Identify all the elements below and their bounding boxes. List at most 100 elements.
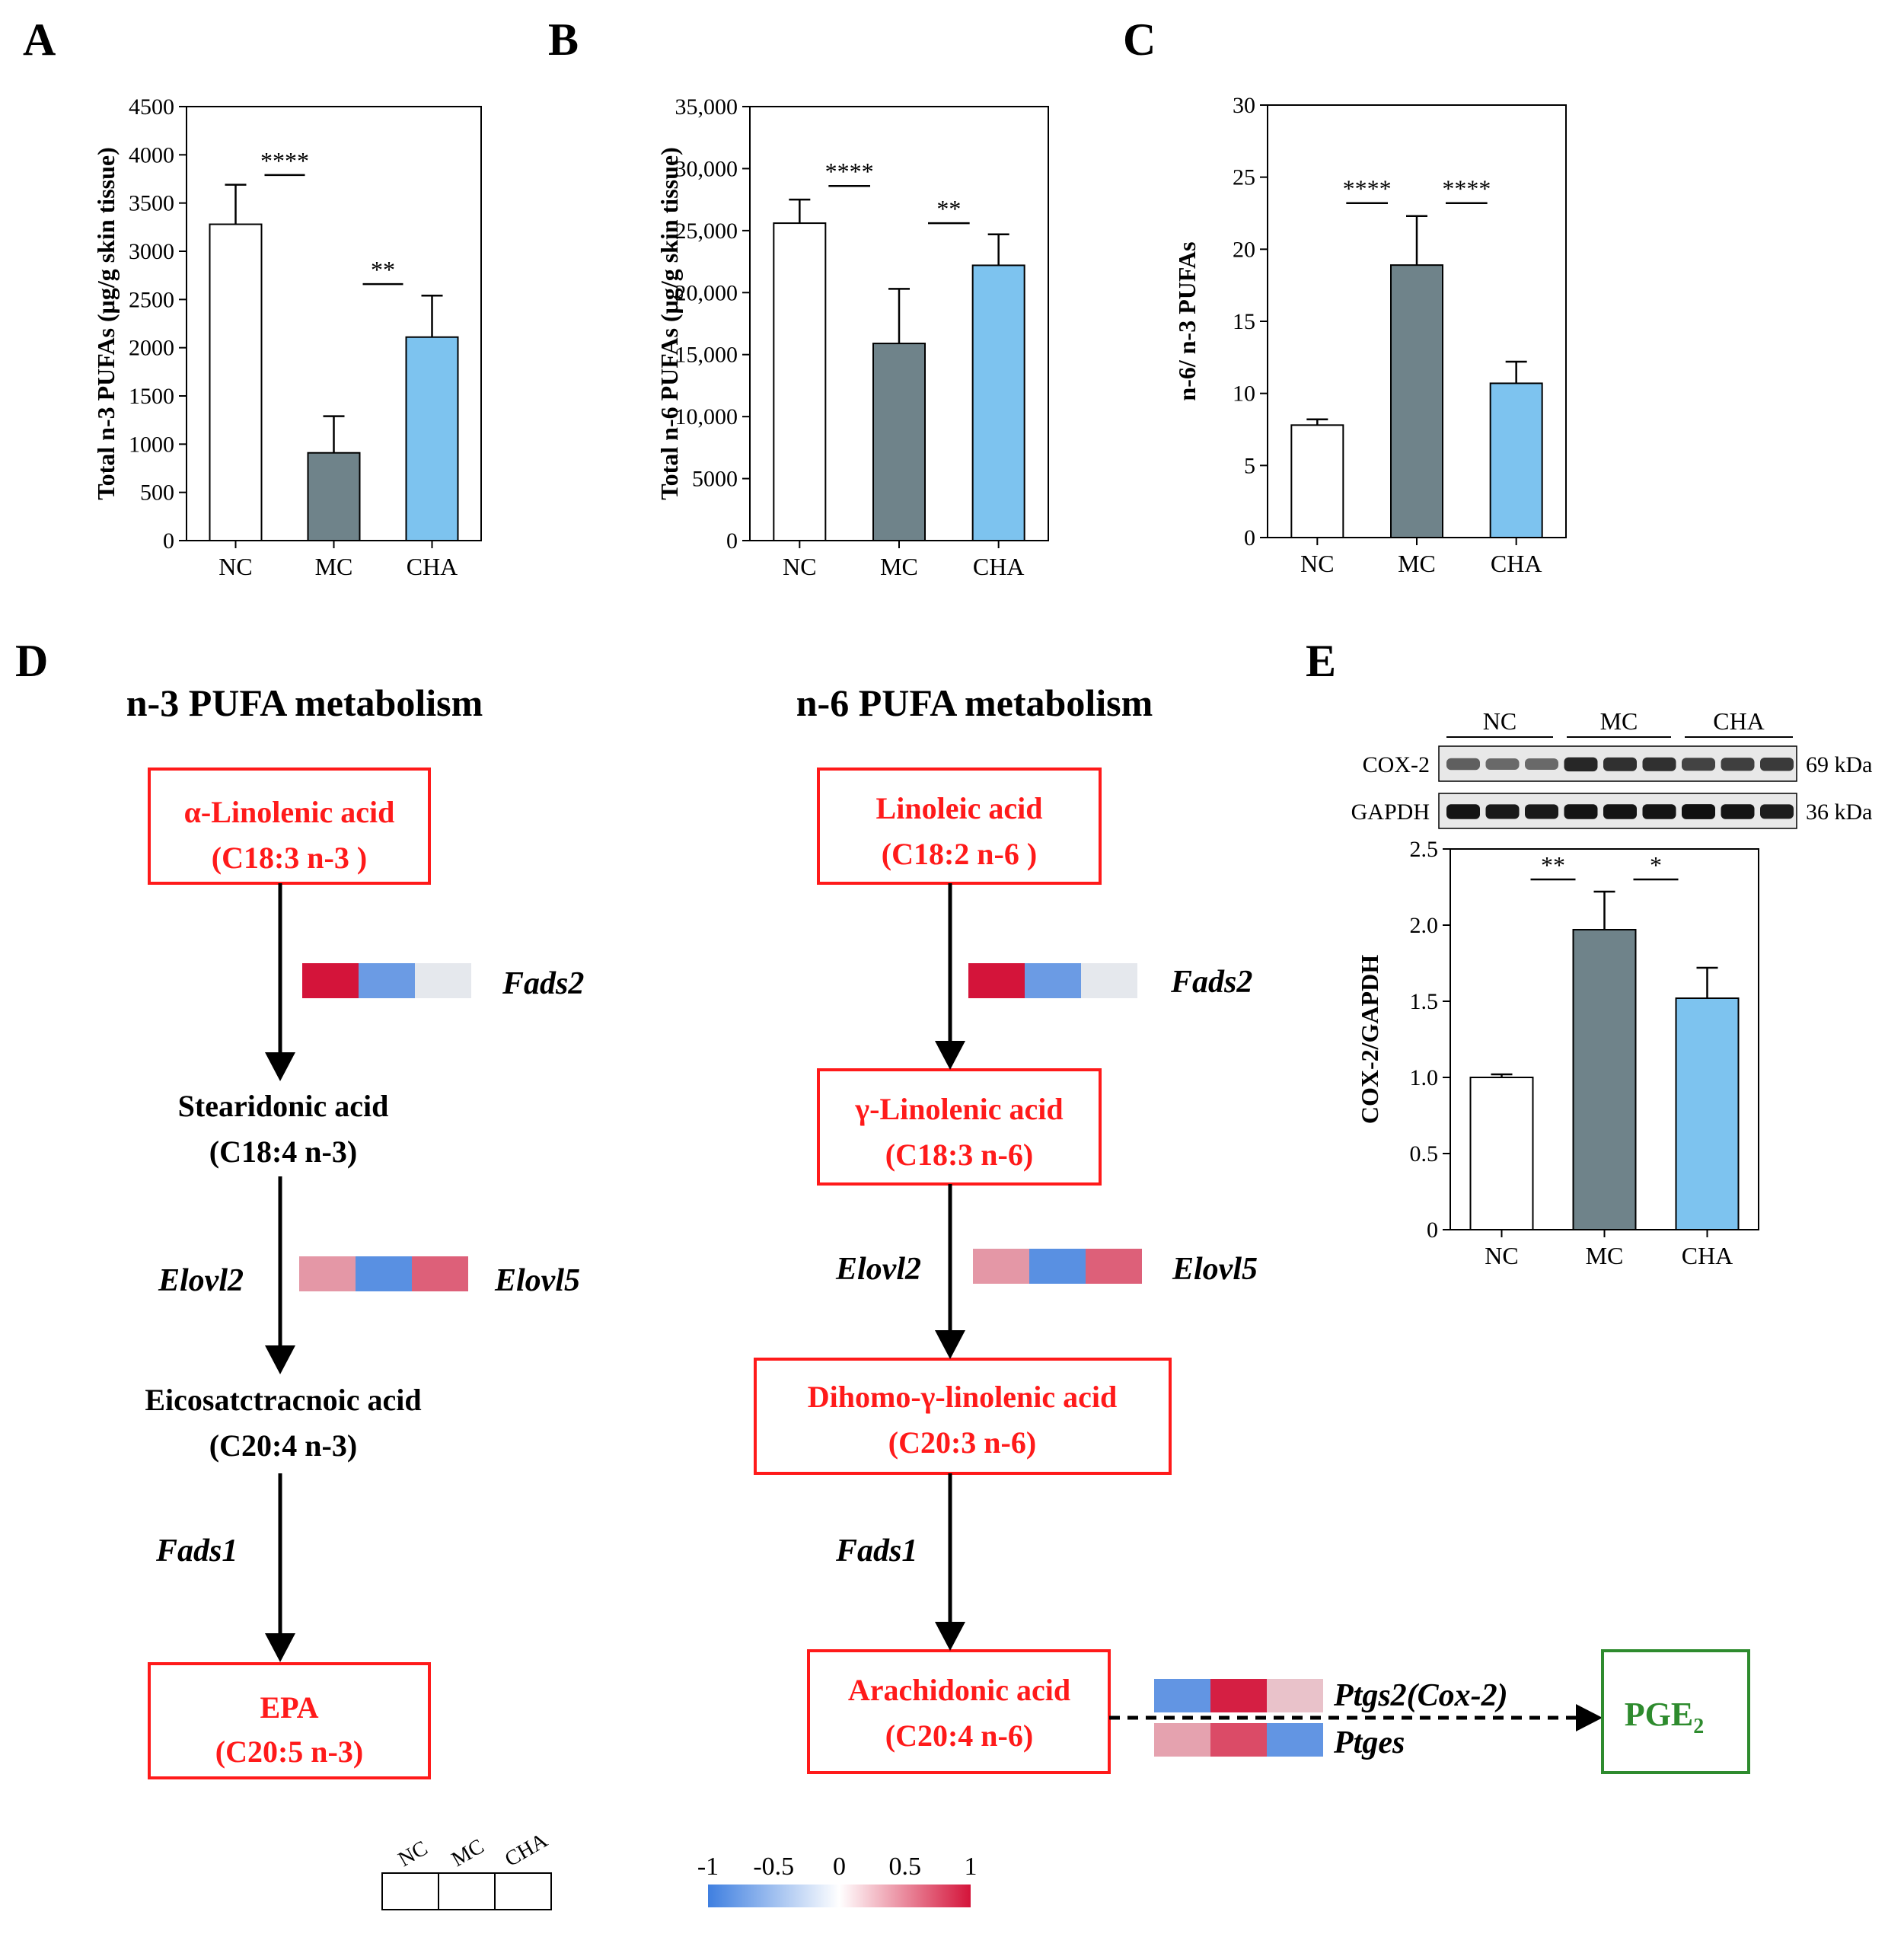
panel-letter-e: E <box>1306 636 1336 686</box>
blot-band <box>1485 804 1520 819</box>
n6-arrowhead-1 <box>935 1041 965 1070</box>
bar-cha <box>1675 997 1740 1230</box>
color-scale-legend: -1 -0.5 0 0.5 1 <box>697 1853 978 1907</box>
y-tick-label: 0 <box>163 528 174 554</box>
chart-c-n6-n3-ratio: 0 5 10 15 20 25 30 n-6/ n-3 PUFAs NC MC CHA **** ***… <box>1173 93 1567 577</box>
bar-mc <box>307 452 361 542</box>
x-tick-label: MC <box>315 553 353 580</box>
gla-formula: (C18:3 n-6) <box>885 1138 1033 1172</box>
y-tick-label: 2.5 <box>1410 837 1439 862</box>
x-tick-label: CHA <box>1491 550 1542 577</box>
blot-band <box>1603 804 1637 819</box>
blot-band <box>1603 757 1637 771</box>
x-tick-label: NC <box>218 553 252 580</box>
bar-cha <box>971 264 1025 541</box>
blot-group-label: NC <box>1483 707 1517 735</box>
bar-nc <box>1290 424 1344 538</box>
dgla-name: Dihomo-γ-linolenic acid <box>808 1380 1117 1414</box>
y-tick-label: 3000 <box>129 239 174 264</box>
color-scale-bar <box>708 1885 971 1907</box>
heat-cell-nc <box>968 963 1025 998</box>
heat-cell-mc <box>1025 963 1081 998</box>
n6-elovl-heatmap <box>973 1249 1142 1284</box>
pge2-subscript: 2 <box>1693 1715 1704 1738</box>
y-axis-label: COX-2/GAPDH <box>1356 955 1383 1124</box>
blot-group-label: MC <box>1600 707 1638 735</box>
scale-label: 1 <box>965 1853 978 1881</box>
blot-kda-label: 69 kDa <box>1806 752 1872 777</box>
y-tick-label: 15,000 <box>675 343 738 368</box>
y-tick-label: 4500 <box>129 94 174 120</box>
n3-arrowhead-2 <box>265 1345 295 1374</box>
ala-name: α-Linolenic acid <box>184 795 395 829</box>
y-tick-label: 25 <box>1233 165 1255 190</box>
la-name: Linoleic acid <box>876 791 1043 825</box>
ptgs2-label: Ptgs2(Cox-2) <box>1333 1678 1508 1713</box>
n3-fads1-label: Fads1 <box>155 1533 238 1569</box>
dgla-formula: (C20:3 n-6) <box>888 1425 1036 1460</box>
x-tick-label: NC <box>783 553 816 580</box>
n6-pathway-title: n-6 PUFA metabolism <box>796 681 1153 724</box>
n3-elovl-heatmap <box>299 1256 468 1291</box>
n3-fads2-heatmap <box>302 963 471 998</box>
blot-band <box>1564 804 1598 819</box>
y-tick-label: 1.0 <box>1410 1065 1439 1090</box>
epa-formula: (C20:5 n-3) <box>215 1735 363 1769</box>
pge2-box <box>1601 1649 1750 1774</box>
la-box <box>817 768 1102 885</box>
heat-cell-nc <box>973 1249 1029 1284</box>
n3-fads2-label: Fads2 <box>502 966 584 1001</box>
y-tick-label: 4000 <box>129 142 174 168</box>
significance-label: **** <box>825 158 874 185</box>
n3-elovl5-label: Elovl5 <box>494 1263 580 1298</box>
significance-label: ** <box>936 195 961 222</box>
blot-band <box>1564 757 1598 772</box>
y-tick-label: 500 <box>140 480 174 506</box>
blot-band <box>1446 804 1480 819</box>
y-tick-label: 0.5 <box>1410 1141 1439 1166</box>
y-tick-label: 3500 <box>129 191 174 216</box>
gla-name: γ-Linolenic acid <box>854 1092 1063 1126</box>
legend-box-cha <box>494 1872 552 1910</box>
n6-fads2-label: Fads2 <box>1170 965 1252 1000</box>
x-tick-label: NC <box>1485 1242 1518 1269</box>
x-tick-label: CHA <box>407 553 458 580</box>
bar-nc <box>1469 1077 1534 1230</box>
y-tick-label: 0 <box>1427 1218 1438 1243</box>
heat-cell-mc <box>1210 1679 1267 1712</box>
chart-b-n6-pufas: 0 5000 10,000 15,000 20,000 25,000 30,000 35,00… <box>655 94 1049 580</box>
y-tick-label: 30,000 <box>675 156 738 181</box>
epa-name: EPA <box>260 1690 318 1725</box>
blot-band <box>1485 758 1520 770</box>
pge2-label: PGE2 <box>1625 1696 1704 1738</box>
y-axis-label: Total n-6 PUFAs (μg/g skin tissue) <box>655 147 683 500</box>
y-axis-label: Total n-3 PUFAs (μg/g skin tissue) <box>92 147 120 500</box>
significance-label: ** <box>1541 851 1565 879</box>
y-tick-label: 2000 <box>129 336 174 361</box>
significance-label: ** <box>371 256 395 283</box>
aa-box <box>807 1649 1111 1774</box>
panel-letter-d: D <box>15 636 48 686</box>
y-tick-label: 5 <box>1244 453 1255 478</box>
epa-box <box>148 1662 431 1779</box>
legend-label-mc: MC <box>448 1834 488 1872</box>
blot-kda-label: 36 kDa <box>1806 799 1872 825</box>
y-tick-label: 1500 <box>129 384 174 409</box>
legend-box-mc <box>438 1872 496 1910</box>
heat-cell-cha <box>415 963 471 998</box>
pge2-base: PGE <box>1625 1696 1693 1733</box>
n3-arrowhead-1 <box>265 1052 295 1081</box>
legend-label-cha: CHA <box>501 1828 552 1872</box>
bar-mc <box>1390 264 1443 538</box>
pathway-diagram: n-3 PUFA metabolism n-6 PUFA metabolism … <box>126 681 1750 1779</box>
x-tick-label: CHA <box>1682 1242 1733 1269</box>
heat-cell-cha <box>1081 963 1137 998</box>
heat-cell-nc <box>1154 1723 1210 1757</box>
pge2-arrowhead <box>1576 1704 1603 1731</box>
la-formula: (C18:2 n-6 ) <box>882 837 1037 871</box>
panel-letter-a: A <box>23 14 56 65</box>
aa-formula: (C20:4 n-6) <box>885 1719 1033 1753</box>
heat-cell-mc <box>356 1256 412 1291</box>
heat-cell-mc <box>1210 1723 1267 1757</box>
